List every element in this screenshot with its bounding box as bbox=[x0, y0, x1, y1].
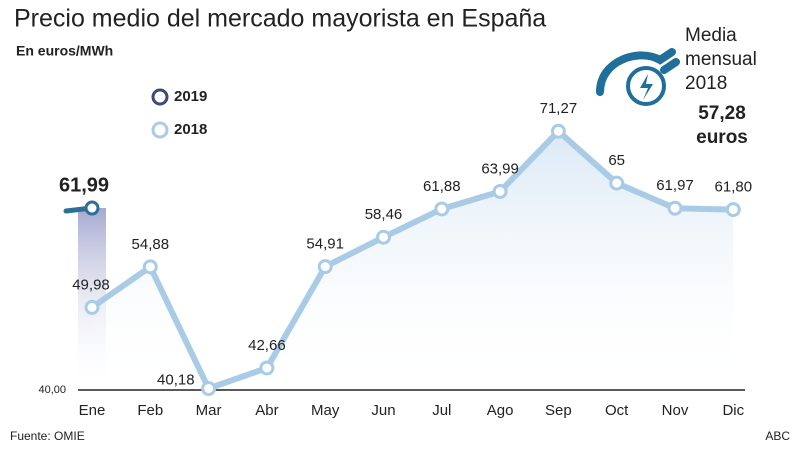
legend-marker bbox=[151, 121, 169, 139]
value-label: 49,98 bbox=[72, 276, 110, 293]
value-label: 42,66 bbox=[248, 337, 286, 354]
source: Fuente: OMIE bbox=[10, 429, 85, 443]
value-label: 63,99 bbox=[481, 160, 519, 177]
area-fill bbox=[92, 131, 734, 390]
point bbox=[376, 229, 391, 245]
value-label: 61,88 bbox=[423, 178, 461, 195]
chart-subtitle: En euros/MWh bbox=[16, 43, 113, 59]
annotation-line: Media bbox=[685, 25, 737, 46]
point bbox=[725, 202, 741, 218]
x-tick-label: Jun bbox=[371, 402, 395, 419]
x-tick-label: Abr bbox=[255, 402, 278, 419]
value-label: 40,18 bbox=[157, 371, 195, 388]
credit: ABC bbox=[765, 429, 790, 443]
point bbox=[142, 259, 158, 275]
value-label: 61,99 bbox=[59, 174, 109, 196]
value-label: 61,80 bbox=[715, 179, 753, 196]
point bbox=[84, 200, 100, 216]
value-label: 54,91 bbox=[306, 236, 344, 253]
point bbox=[550, 123, 566, 139]
x-tick-label: Jul bbox=[432, 402, 451, 419]
value-label: 65 bbox=[608, 152, 625, 169]
x-tick-label: May bbox=[311, 402, 340, 419]
y-tick-label: 40,00 bbox=[38, 384, 66, 396]
legend-marker bbox=[151, 88, 169, 106]
x-tick-label: Sep bbox=[545, 402, 572, 419]
chart-title: Precio medio del mercado mayorista en Es… bbox=[14, 5, 546, 33]
series-line bbox=[90, 128, 734, 392]
point bbox=[667, 200, 683, 216]
annotation-line: 2018 bbox=[685, 73, 727, 94]
annotation-line: mensual bbox=[685, 49, 757, 70]
value-label: 54,88 bbox=[132, 236, 170, 253]
point bbox=[609, 175, 625, 191]
annotation-unit: euros bbox=[696, 127, 748, 148]
legend-label: 2019 bbox=[174, 88, 207, 105]
annotation-value: 57,28 bbox=[698, 103, 746, 124]
point bbox=[317, 259, 333, 275]
plug-icon bbox=[596, 48, 680, 106]
point bbox=[434, 201, 450, 217]
x-tick-label: Ene bbox=[79, 402, 106, 419]
x-tick-label: Dic bbox=[722, 402, 744, 419]
point bbox=[84, 299, 100, 315]
point bbox=[259, 360, 275, 376]
value-label: 61,97 bbox=[656, 177, 694, 194]
value-label: 58,46 bbox=[365, 206, 403, 223]
legend-label: 2018 bbox=[174, 121, 207, 138]
x-tick-label: Nov bbox=[662, 402, 689, 419]
x-tick-label: Ago bbox=[487, 402, 514, 419]
value-label: 71,27 bbox=[540, 100, 578, 117]
x-tick-label: Mar bbox=[196, 402, 222, 419]
x-tick-label: Feb bbox=[137, 402, 163, 419]
x-tick-label: Oct bbox=[605, 402, 629, 419]
point bbox=[492, 183, 508, 199]
point bbox=[201, 381, 217, 397]
